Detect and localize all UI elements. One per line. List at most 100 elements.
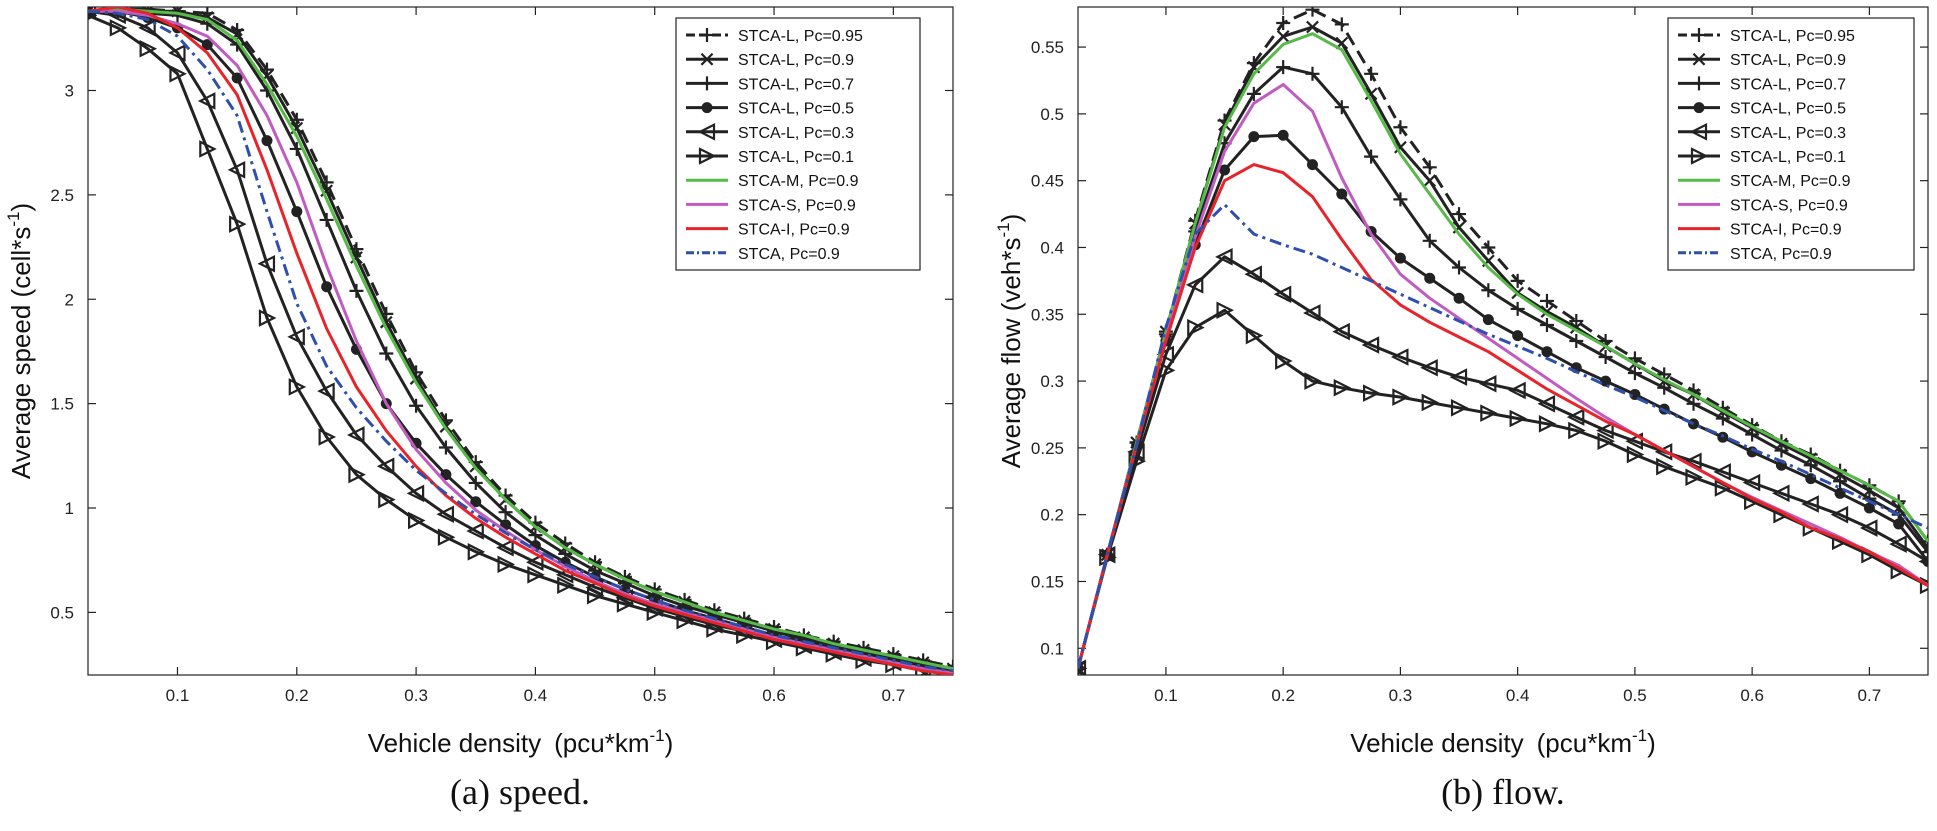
legend-marker (1692, 28, 1706, 42)
data-point (527, 566, 545, 584)
data-point (557, 576, 575, 595)
data-point (1276, 30, 1290, 43)
y-tick-label: 0.4 (1040, 238, 1064, 257)
data-point (201, 39, 213, 51)
data-point (1305, 66, 1320, 81)
data-point (1306, 20, 1319, 34)
data-point (1713, 463, 1731, 481)
legend-entry: STCA-L, Pc=0.95 (1730, 28, 1855, 45)
data-point (1803, 458, 1818, 473)
data-point (288, 378, 307, 396)
data-point (1275, 352, 1293, 370)
data-point (1334, 100, 1349, 115)
data-point (1245, 326, 1264, 345)
data-point (409, 398, 424, 413)
x-tick-label: 0.5 (643, 686, 667, 705)
data-point (139, 39, 158, 58)
y-tick-label: 0.35 (1031, 305, 1064, 324)
y-tick-label: 0.25 (1031, 439, 1064, 458)
legend-marker (697, 123, 716, 141)
legend-entry: STCA-L, Pc=0.9 (1730, 52, 1846, 69)
legend-entry: STCA-M, Pc=0.9 (1730, 173, 1851, 190)
data-point (231, 72, 243, 84)
y-tick-label: 0.3 (1040, 372, 1064, 391)
data-point (1333, 378, 1352, 397)
data-point (438, 440, 453, 455)
data-point (1273, 285, 1292, 304)
data-point (1246, 86, 1261, 101)
data-point (1600, 375, 1612, 387)
x-tick-label: 0.4 (1506, 686, 1530, 705)
data-point (1893, 518, 1905, 530)
data-point (706, 620, 724, 638)
data-point (1393, 192, 1408, 207)
data-point (1626, 445, 1645, 464)
x-tick-label: 0.6 (1740, 686, 1764, 705)
x-tick-label: 0.5 (1623, 686, 1647, 705)
data-point (1187, 318, 1205, 337)
legend-entry: STCA-L, Pc=0.3 (738, 125, 854, 142)
legend-entry: STCA-I, Pc=0.9 (738, 222, 850, 239)
series-line-6 (1078, 32, 1928, 669)
data-point (1392, 388, 1410, 406)
legend-marker (1690, 147, 1709, 165)
data-point (1364, 66, 1379, 81)
legend-entry: STCA-L, Pc=0.7 (738, 76, 854, 93)
legend-entry: STCA-L, Pc=0.1 (738, 149, 854, 166)
data-point (616, 595, 635, 613)
legend-entry: STCA-L, Pc=0.7 (1730, 76, 1846, 93)
data-point (1480, 404, 1498, 422)
data-point (1336, 188, 1348, 200)
data-point (291, 206, 303, 218)
x-tick-label: 0.6 (762, 686, 786, 705)
data-point (1363, 384, 1381, 402)
data-point (1596, 421, 1614, 440)
data-point (1510, 273, 1525, 288)
data-point (1481, 240, 1496, 255)
legend-marker (700, 76, 714, 91)
data-point (257, 254, 276, 273)
data-point (378, 490, 396, 509)
data-point (258, 309, 277, 327)
data-point (1244, 265, 1262, 283)
data-point (1715, 411, 1730, 426)
legend-entry: STCA-L, Pc=0.9 (738, 52, 854, 69)
data-point (287, 328, 305, 346)
data-point (1481, 283, 1496, 298)
series-line-2 (1078, 65, 1928, 669)
data-point (1390, 348, 1409, 366)
data-point (1597, 432, 1616, 450)
legend-entry: STCA-L, Pc=0.95 (738, 28, 863, 45)
data-point (467, 543, 486, 561)
data-point (1742, 473, 1761, 492)
y-tick-label: 2 (65, 290, 74, 309)
data-point (318, 428, 337, 446)
legend-marker (1692, 52, 1706, 66)
data-point (1364, 87, 1378, 101)
data-point (1859, 519, 1878, 537)
data-point (1684, 452, 1702, 471)
data-point (1686, 396, 1701, 411)
data-point (1305, 7, 1320, 17)
legend-entry: STCA-L, Pc=0.1 (1730, 149, 1846, 166)
data-point (1830, 505, 1849, 524)
legend-entry: STCA-L, Pc=0.5 (1730, 101, 1846, 118)
data-point (197, 92, 216, 110)
data-point (1478, 374, 1497, 393)
data-point (1422, 233, 1437, 248)
x-tick-label: 0.7 (882, 686, 906, 705)
data-point (1598, 350, 1613, 365)
x-tick-label: 0.3 (1389, 686, 1413, 705)
data-point (168, 44, 186, 62)
data-point (1745, 427, 1760, 442)
data-point (1421, 393, 1440, 412)
legend-entry: STCA-S, Pc=0.9 (1730, 197, 1848, 214)
legend-marker (701, 102, 713, 114)
data-point (1393, 120, 1408, 135)
legend-entry: STCA-L, Pc=0.5 (738, 101, 854, 118)
data-point (1771, 484, 1790, 503)
legend-marker (1693, 102, 1705, 114)
data-point (1276, 16, 1291, 31)
series-group (88, 7, 953, 675)
